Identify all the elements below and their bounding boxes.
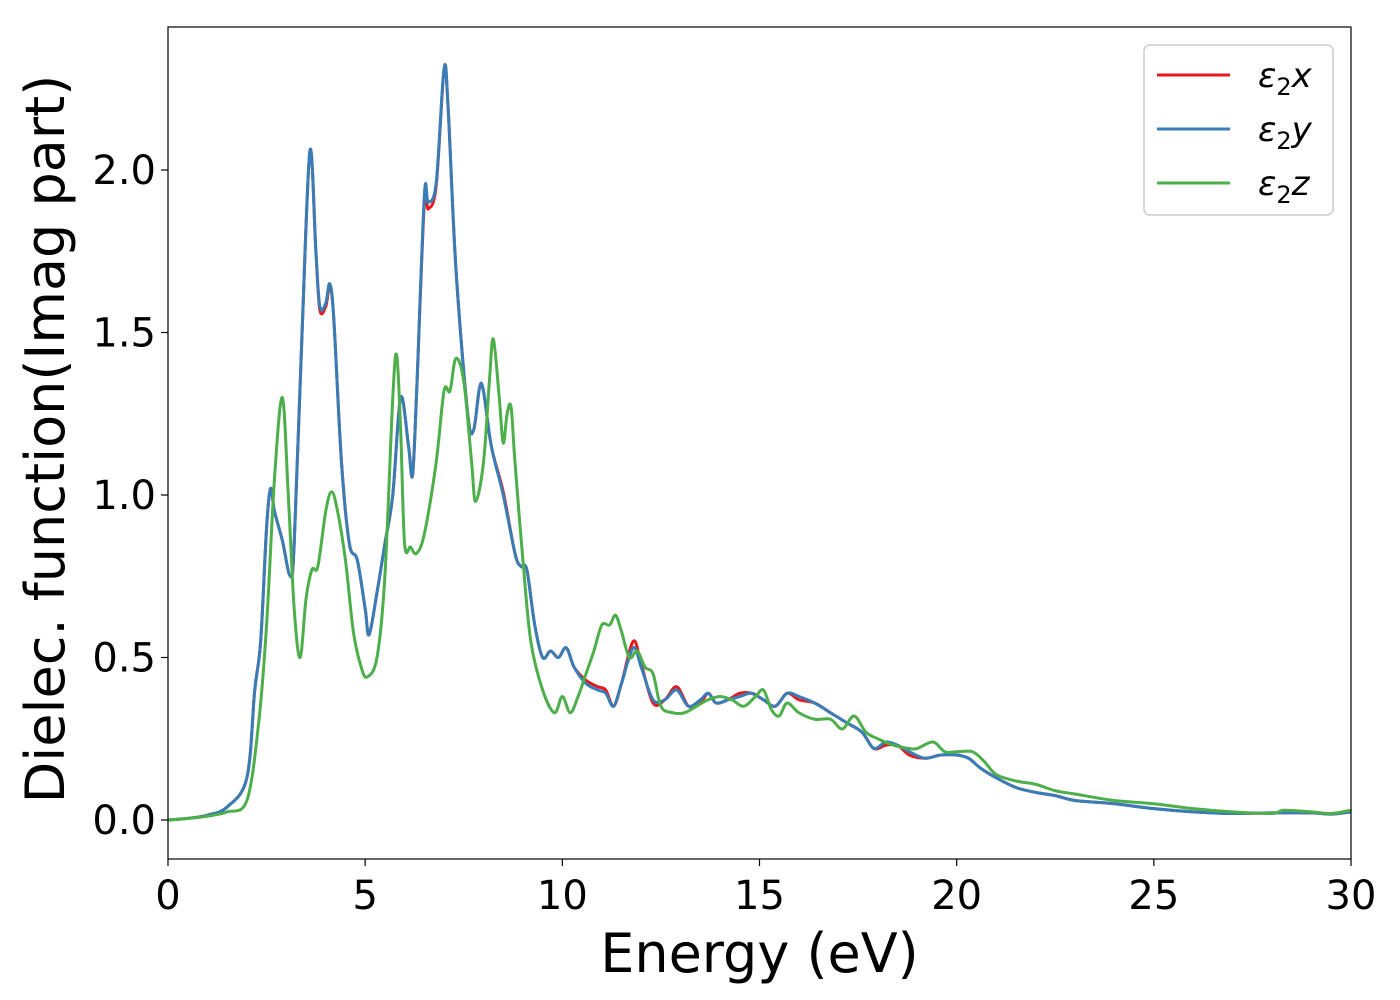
- plot-area: [167, 26, 1352, 860]
- legend-label: ε2y: [1258, 110, 1313, 155]
- y-tick-label: 0.0: [92, 798, 156, 844]
- legend-entry: ε2y: [1157, 110, 1313, 155]
- legend-epsilon: ε: [1258, 110, 1276, 150]
- axis-ticks: 0 5 10 15 20 25 30 0.0 0.5 1.0 1.5 2.0: [92, 148, 1376, 919]
- legend-box: [1143, 44, 1334, 216]
- x-tick-label: 5: [352, 873, 377, 919]
- series-lines: [168, 62, 1351, 822]
- legend-label: ε2z: [1258, 164, 1311, 209]
- legend-subscript: 2: [1276, 181, 1291, 209]
- y-tick-label: 1.0: [92, 473, 156, 519]
- y-tick-label: 0.5: [92, 636, 156, 682]
- legend-variable: y: [1291, 110, 1313, 150]
- y-tick-label: 2.0: [92, 148, 156, 194]
- x-tick-label: 0: [155, 873, 180, 919]
- x-tick-label: 10: [537, 873, 588, 919]
- x-tick-label: 25: [1128, 873, 1179, 919]
- x-tick-label: 15: [734, 873, 785, 919]
- legend-subscript: 2: [1276, 127, 1291, 155]
- legend-epsilon: ε: [1258, 164, 1276, 204]
- y-tick-label: 1.5: [92, 311, 156, 357]
- legend-variable: x: [1291, 56, 1313, 96]
- legend-label: ε2x: [1258, 56, 1313, 101]
- legend-epsilon: ε: [1258, 56, 1276, 96]
- legend-subscript: 2: [1276, 73, 1291, 101]
- x-tick-label: 20: [931, 873, 982, 919]
- legend-entry: ε2z: [1157, 164, 1311, 209]
- series-line-2: [168, 337, 1351, 822]
- y-axis-label: Dielec. function(Imag part): [14, 75, 77, 804]
- legend-entry: ε2x: [1157, 56, 1313, 101]
- legend-variable: z: [1291, 164, 1311, 204]
- x-tick-label: 30: [1326, 873, 1377, 919]
- series-line-1: [168, 63, 1351, 822]
- x-axis-label: Energy (eV): [600, 922, 919, 985]
